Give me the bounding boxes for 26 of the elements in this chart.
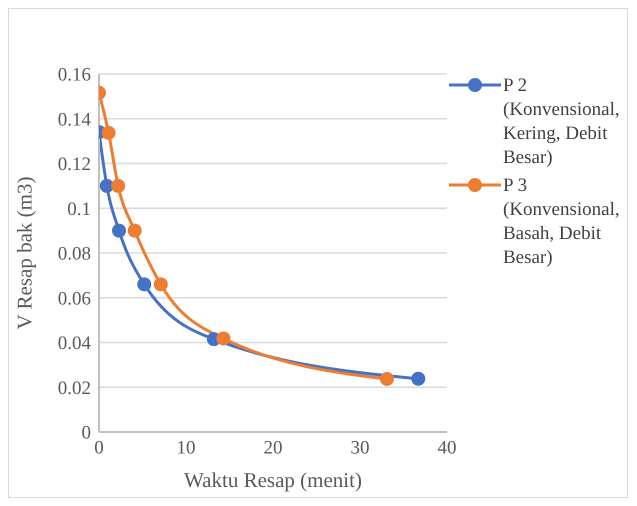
point — [112, 224, 126, 238]
x-axis-title: Waktu Resap (menit) — [184, 468, 362, 492]
x-tick-label: 30 — [350, 437, 370, 458]
y-axis-title: V Resap bak (m3) — [12, 176, 36, 330]
x-tick-label: 20 — [264, 437, 282, 458]
y-tick-label: 0.1 — [67, 198, 91, 220]
y-tick-label: 0.04 — [58, 333, 92, 354]
y-tick-label: 0.02 — [58, 378, 91, 399]
point — [380, 372, 394, 386]
point — [128, 224, 142, 238]
point — [411, 372, 426, 386]
legend-label: P 3 (Konvensional, Basah, Debit Besar) — [503, 174, 620, 270]
y-tick-label: 0 — [82, 422, 91, 444]
y-tick-label: 0.16 — [58, 64, 91, 86]
legend-label: P 2 (Konvensional, Kering, Debit Besar) — [503, 74, 620, 170]
y-tick-label: 0.14 — [58, 109, 92, 130]
y-tick-label: 0.12 — [58, 154, 91, 176]
point — [137, 277, 152, 292]
point — [154, 277, 168, 292]
point — [216, 331, 230, 346]
y-tick-label: 0.08 — [58, 244, 91, 265]
x-tick-label: 10 — [176, 437, 196, 458]
point — [111, 178, 126, 193]
x-tick-label: 40 — [438, 437, 456, 458]
y-tick-label: 0.06 — [58, 288, 91, 310]
point — [102, 126, 116, 140]
